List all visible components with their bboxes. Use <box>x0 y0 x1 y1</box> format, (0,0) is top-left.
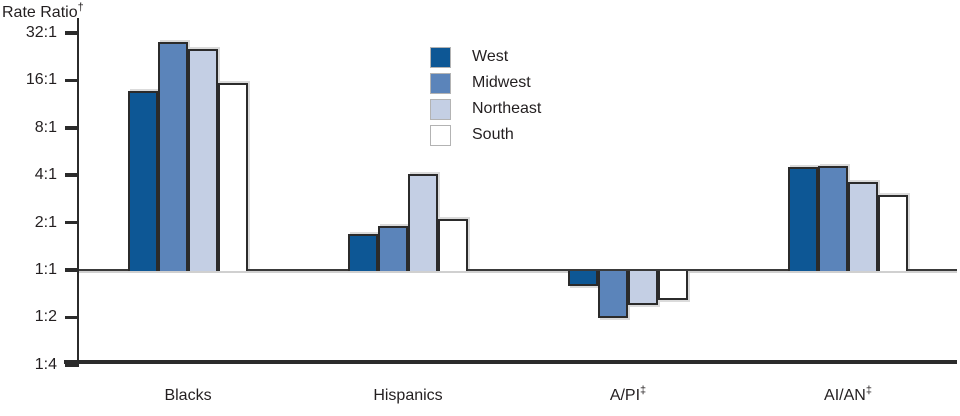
bar-midwest-blacks <box>158 42 188 271</box>
bar-south-a-pi <box>658 270 688 300</box>
y-tick-label: 4:1 <box>34 166 57 184</box>
x-category-label: AI/AN‡ <box>824 384 872 404</box>
y-tick-label: 16:1 <box>25 71 57 89</box>
legend-label: South <box>472 126 514 143</box>
bar-midwest-ai-an <box>818 165 848 271</box>
bar-west-a-pi <box>568 270 598 286</box>
y-tick-mark <box>65 173 79 177</box>
y-tick-label: 8:1 <box>34 118 57 136</box>
bar-northeast-blacks <box>188 48 218 271</box>
x-category-label: A/PI‡ <box>609 384 647 404</box>
legend-item-northeast: Northeast <box>430 98 542 120</box>
y-tick-label: 1:2 <box>34 308 57 326</box>
baseline-1-1-line <box>79 269 957 271</box>
legend-item-south: South <box>430 124 541 146</box>
y-tick-mark <box>65 78 79 83</box>
bar-west-ai-an <box>788 167 818 271</box>
y-tick-label: 2:1 <box>34 213 57 231</box>
northeast-swatch <box>430 98 451 120</box>
y-axis-title: Rate Ratio† <box>2 1 84 21</box>
y-tick-mark <box>65 268 79 272</box>
midwest-swatch <box>430 72 451 94</box>
y-tick-label: 1:4 <box>34 355 57 373</box>
west-swatch <box>430 46 451 68</box>
y-tick-mark <box>65 363 79 367</box>
footnote-marker: † <box>77 1 84 14</box>
y-tick-mark <box>65 31 79 35</box>
bar-west-hispanics <box>348 233 378 271</box>
south-swatch <box>430 124 451 146</box>
footnote-marker: ‡ <box>640 384 647 397</box>
legend-label: Midwest <box>472 74 531 91</box>
bar-south-ai-an <box>878 194 908 271</box>
y-tick-mark <box>65 315 79 320</box>
bar-south-hispanics <box>438 219 468 271</box>
bar-west-blacks <box>128 91 158 271</box>
y-tick-label: 1:1 <box>34 261 57 278</box>
y-tick-mark <box>65 126 79 130</box>
y-axis-line <box>77 18 79 363</box>
y-tick-mark <box>65 220 79 225</box>
x-category-label: Hispanics <box>373 387 443 404</box>
legend-label: Northeast <box>472 100 542 117</box>
legend-item-west: West <box>430 46 541 68</box>
bar-northeast-a-pi <box>628 270 658 306</box>
bar-midwest-a-pi <box>598 270 628 318</box>
bar-northeast-hispanics <box>408 173 438 271</box>
legend: West Midwest Northeast South <box>430 46 542 146</box>
bar-northeast-ai-an <box>848 182 878 271</box>
bar-midwest-hispanics <box>378 226 408 271</box>
legend-label: West <box>472 48 509 65</box>
footnote-marker: ‡ <box>865 384 872 397</box>
x-category-label: Blacks <box>164 387 212 404</box>
legend-item-midwest: Midwest <box>430 72 541 94</box>
bar-south-blacks <box>218 83 248 271</box>
y-tick-label: 32:1 <box>25 24 57 41</box>
x-axis-line <box>64 360 957 364</box>
